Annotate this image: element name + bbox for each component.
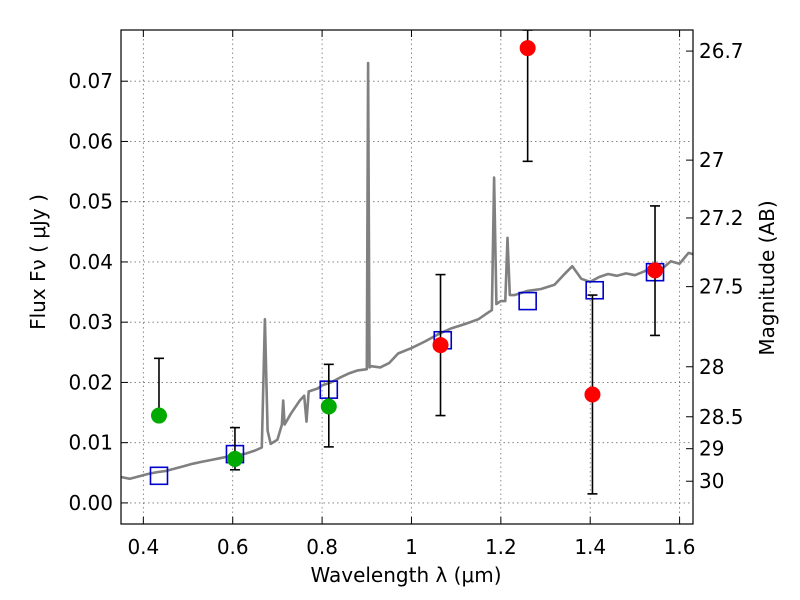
x-tick-label: 1.4	[574, 535, 606, 559]
right-tick-label: 28.5	[699, 405, 744, 429]
right-tick-label: 27.5	[699, 275, 744, 299]
data-point	[226, 450, 243, 467]
y-tick-label: 0.05	[68, 190, 113, 214]
y-tick-label: 0.06	[68, 129, 113, 153]
right-tick-label: 26.7	[699, 39, 744, 63]
model-photometry-square	[585, 280, 604, 300]
y-tick-label: 0.02	[68, 370, 113, 394]
data-point	[320, 398, 337, 415]
plot-area	[121, 30, 693, 495]
plot-frame	[120, 29, 694, 525]
right-tick-label: 30	[699, 469, 724, 493]
y-tick-label: 0.00	[68, 491, 113, 515]
x-tick-label: 0.6	[217, 535, 249, 559]
grid	[121, 30, 693, 524]
right-tick-label: 28	[699, 355, 724, 379]
x-tick-label: 0.8	[306, 535, 338, 559]
x-axis-label: Wavelength λ (μm)	[310, 563, 501, 587]
y-axis-label: Flux Fν ( μJy )	[26, 194, 50, 330]
data-point	[150, 407, 167, 424]
right-tick-label: 27	[699, 148, 724, 172]
y-tick-label: 0.04	[68, 250, 113, 274]
data-point	[519, 40, 536, 57]
right-tick-label: 29	[699, 437, 724, 461]
axis-ticks: 0.4 0.6 0.8 1 1.2 1.4 1.6 0.00 0.01 0.02 0.03 0.04 0…	[68, 30, 744, 559]
y-tick-label: 0.07	[68, 69, 113, 93]
sed-line	[121, 61, 693, 481]
x-tick-label: 1	[405, 535, 418, 559]
y-tick-label: 0.01	[68, 431, 113, 455]
model-photometry-square	[518, 291, 537, 311]
y-tick-label: 0.03	[68, 310, 113, 334]
right-tick-label: 27.2	[699, 206, 744, 230]
data-point	[432, 337, 449, 354]
right-axis-label: Magnitude (AB)	[755, 200, 779, 355]
data-point	[584, 386, 601, 403]
x-tick-label: 1.2	[485, 535, 517, 559]
x-tick-label: 1.6	[664, 535, 696, 559]
model-photometry-square	[149, 466, 169, 486]
data-point	[647, 262, 664, 279]
x-tick-label: 0.4	[127, 535, 159, 559]
